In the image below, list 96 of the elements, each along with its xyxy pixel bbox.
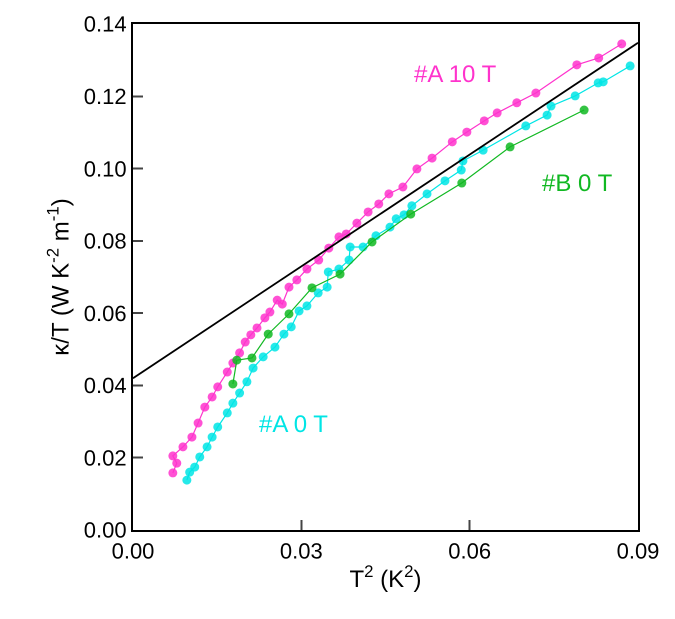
point bbox=[190, 462, 200, 472]
point bbox=[307, 283, 316, 292]
point bbox=[428, 154, 437, 163]
point bbox=[247, 353, 256, 362]
point bbox=[572, 60, 582, 70]
point bbox=[324, 267, 333, 276]
point bbox=[284, 282, 294, 292]
point bbox=[448, 137, 457, 146]
x-axis-title: T$^{2}$ (K$^{2}$) bbox=[349, 562, 422, 594]
point bbox=[617, 39, 626, 48]
point bbox=[278, 300, 287, 309]
point bbox=[208, 392, 217, 402]
point bbox=[492, 108, 502, 118]
point bbox=[194, 418, 203, 428]
y-tick-label: 0.12 bbox=[84, 84, 127, 109]
point bbox=[202, 442, 212, 452]
point bbox=[302, 264, 312, 274]
y-tick-label: 0.14 bbox=[84, 12, 127, 37]
point bbox=[302, 301, 312, 310]
point bbox=[580, 106, 589, 115]
point bbox=[322, 282, 332, 292]
point bbox=[279, 330, 288, 339]
point bbox=[412, 164, 422, 174]
point bbox=[264, 330, 273, 339]
point bbox=[260, 313, 270, 322]
point bbox=[546, 102, 556, 111]
point bbox=[246, 330, 256, 340]
point bbox=[336, 270, 345, 279]
y-tick-label: 0.04 bbox=[84, 373, 127, 398]
point bbox=[344, 256, 354, 265]
point bbox=[521, 121, 530, 130]
point bbox=[265, 308, 274, 317]
point bbox=[406, 210, 416, 219]
x-tick-label: 0.06 bbox=[448, 538, 492, 564]
point bbox=[235, 388, 244, 398]
point bbox=[284, 309, 294, 318]
point bbox=[240, 338, 250, 347]
point bbox=[531, 88, 540, 98]
y-tick-label: 0.06 bbox=[84, 300, 127, 326]
point bbox=[248, 364, 258, 373]
point bbox=[200, 402, 210, 412]
point bbox=[542, 110, 552, 120]
point bbox=[228, 379, 238, 388]
point bbox=[374, 199, 384, 208]
point bbox=[168, 451, 178, 460]
point bbox=[314, 256, 324, 265]
point bbox=[456, 166, 466, 175]
point bbox=[222, 408, 232, 418]
point bbox=[346, 242, 355, 252]
x-tick-label: 0.09 bbox=[616, 538, 660, 564]
point bbox=[407, 201, 416, 210]
point bbox=[208, 432, 217, 442]
y-tick-label: 0.02 bbox=[84, 445, 127, 470]
y-tick-label: 0.10 bbox=[84, 156, 127, 182]
point bbox=[352, 218, 362, 228]
point bbox=[292, 275, 302, 284]
point bbox=[598, 77, 608, 86]
point bbox=[172, 458, 182, 468]
y-tick-label: 0.08 bbox=[84, 228, 127, 254]
point bbox=[364, 207, 373, 216]
series-label: #A 0 T bbox=[259, 411, 328, 438]
point bbox=[228, 398, 238, 408]
point bbox=[512, 98, 522, 108]
point bbox=[626, 61, 635, 70]
point bbox=[286, 322, 296, 332]
point bbox=[422, 189, 432, 198]
point bbox=[178, 442, 188, 452]
point bbox=[242, 377, 252, 386]
point bbox=[314, 288, 323, 298]
point bbox=[182, 476, 192, 485]
point bbox=[168, 468, 178, 478]
point bbox=[506, 142, 515, 152]
point bbox=[294, 306, 304, 316]
point bbox=[570, 91, 580, 100]
x-tick-label: 0.03 bbox=[280, 538, 323, 564]
point bbox=[232, 356, 242, 365]
series-label: #B 0 T bbox=[542, 170, 613, 197]
point bbox=[457, 178, 466, 188]
point bbox=[187, 432, 196, 442]
point bbox=[398, 182, 408, 192]
point bbox=[213, 422, 222, 432]
point bbox=[594, 53, 604, 62]
point bbox=[195, 452, 204, 462]
point bbox=[384, 189, 394, 198]
point bbox=[222, 368, 232, 377]
point bbox=[462, 128, 472, 137]
point bbox=[258, 352, 268, 362]
point bbox=[392, 214, 401, 224]
point bbox=[480, 116, 489, 126]
point bbox=[252, 323, 262, 332]
point bbox=[270, 342, 280, 352]
point bbox=[235, 348, 244, 358]
series-label: #A 10 T bbox=[414, 61, 497, 88]
point bbox=[440, 176, 450, 186]
point bbox=[368, 237, 377, 246]
point bbox=[213, 382, 222, 392]
